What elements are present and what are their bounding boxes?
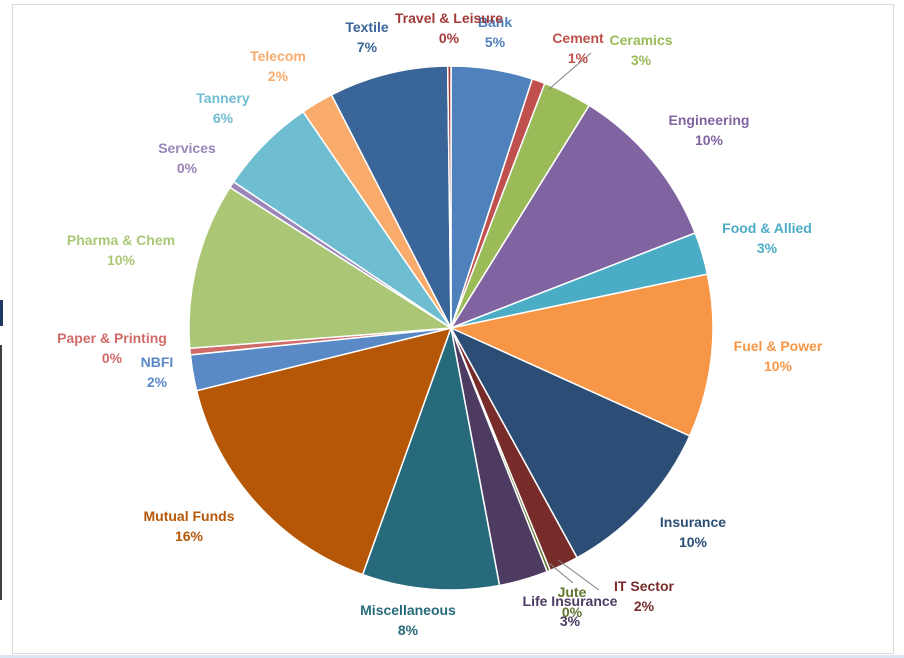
- pie-slice-miscellaneous: [361, 325, 501, 591]
- slice-label-bank: Bank 5%: [478, 14, 512, 50]
- pie-slice-textile: [330, 65, 452, 329]
- slice-label-paper-printing: Paper & Printing 0%: [57, 330, 167, 366]
- pie-slice-insurance: [449, 326, 691, 559]
- pie-slice-mutual-funds: [195, 326, 453, 576]
- slice-label-it-sector: IT Sector 2%: [614, 578, 674, 614]
- slice-label-textile: Textile 7%: [345, 19, 389, 55]
- pie-slice-travel-leisure: [446, 65, 452, 329]
- slice-label-cement: Cement 1%: [552, 30, 604, 66]
- leader-lines: [548, 52, 600, 591]
- leader-line-jute: [548, 562, 574, 584]
- slice-label-telecom: Telecom 2%: [250, 48, 306, 84]
- slice-label-pharma-chem: Pharma & Chem 10%: [67, 232, 175, 268]
- slice-label-mutual-funds: Mutual Funds 16%: [144, 508, 235, 544]
- leader-line-it-sector: [557, 559, 600, 591]
- slice-label-miscellaneous: Miscellaneous 8%: [360, 602, 456, 638]
- slice-label-engineering: Engineering 10%: [669, 112, 750, 148]
- slice-label-food-allied: Food & Allied 3%: [722, 220, 812, 256]
- window-edge-bottom: [0, 655, 904, 658]
- slice-label-nbfi: NBFI 2%: [141, 354, 174, 390]
- slice-label-tannery: Tannery 6%: [196, 90, 250, 126]
- pie-chart: Bank 5% Cement 1%Ceramics 3% Engineering 10% Fo…: [57, 10, 823, 638]
- slice-label-travel-leisure: Travel & Leisure 0%: [395, 10, 503, 46]
- pie-slice-engineering: [449, 104, 697, 330]
- pie-slice-fuel-power: [448, 273, 714, 437]
- slice-labels: Bank 5% Cement 1%Ceramics 3% Engineering 10% Fo…: [57, 10, 823, 638]
- window-edge: [0, 300, 3, 326]
- chart-area: Bank 5% Cement 1% Ceramics 3% Engineering 10% Fo…: [12, 4, 894, 654]
- pie-slices: [188, 65, 714, 591]
- pie-slice-pharma-chem: [188, 186, 454, 350]
- leader-line-cement: [548, 52, 592, 90]
- slice-label-fuel-power: Fuel & Power 10%: [734, 338, 823, 374]
- slice-label-services: Services 0%: [158, 140, 216, 176]
- slice-label-ceramics: Ceramics 3%: [609, 32, 672, 68]
- slice-label-life-insurance: Life Insurance 3%: [523, 593, 618, 629]
- slice-label-jute: Jute 0%: [558, 584, 587, 620]
- slice-label-insurance: Insurance 10%: [660, 514, 726, 550]
- window-edge: [0, 345, 2, 600]
